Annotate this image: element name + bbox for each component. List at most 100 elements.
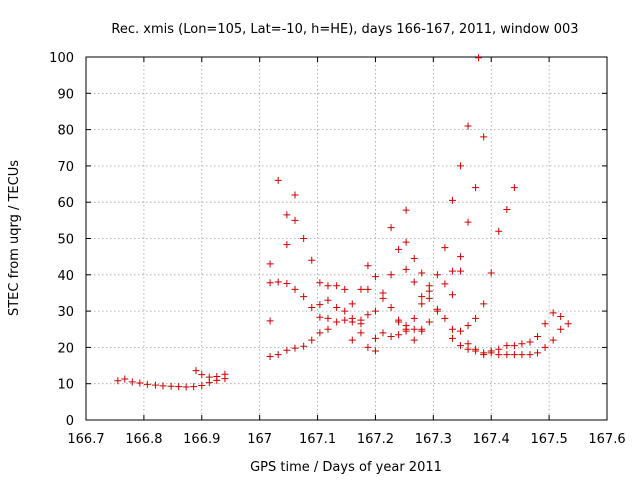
data-point (441, 314, 449, 322)
data-point (291, 191, 299, 199)
data-point (341, 285, 349, 293)
data-point (410, 314, 418, 322)
data-point (324, 282, 332, 290)
data-point (433, 271, 441, 279)
data-point (274, 176, 282, 184)
data-point (371, 307, 379, 315)
data-point (205, 373, 213, 381)
data-point (324, 296, 332, 304)
data-point (198, 382, 206, 390)
x-tick-label: 167.4 (473, 432, 510, 447)
data-point (387, 303, 395, 311)
data-point (283, 241, 291, 249)
data-point (395, 331, 403, 339)
data-point (341, 316, 349, 324)
data-point (557, 325, 565, 333)
data-point (425, 294, 433, 302)
data-point (518, 351, 526, 359)
chart-title: Rec. xmis (Lon=105, Lat=-10, h=HE), days… (111, 22, 578, 37)
data-point (357, 329, 365, 337)
data-point (402, 265, 410, 273)
data-point (333, 282, 341, 290)
y-tick-label: 90 (57, 87, 74, 102)
data-point (487, 269, 495, 277)
data-point (136, 379, 144, 387)
data-point (283, 211, 291, 219)
data-point (557, 313, 565, 321)
data-point (457, 162, 465, 170)
data-point (510, 351, 518, 359)
x-tick-label: 166.8 (125, 432, 162, 447)
data-point (418, 325, 426, 333)
y-tick-label: 70 (57, 160, 74, 175)
data-point (534, 333, 542, 341)
data-point (300, 293, 308, 301)
y-tick-label: 100 (49, 51, 74, 66)
data-point (418, 293, 426, 301)
data-point (348, 300, 356, 308)
data-point (316, 329, 324, 337)
data-point (534, 349, 542, 357)
data-point (266, 317, 274, 325)
data-point (441, 244, 449, 252)
data-point (474, 54, 482, 62)
data-point (213, 372, 221, 380)
data-point (503, 205, 511, 213)
data-point (503, 342, 511, 350)
data-point (379, 329, 387, 337)
x-tick-label: 166.9 (183, 432, 220, 447)
data-point (308, 256, 316, 264)
data-point (283, 346, 291, 354)
y-tick-label: 80 (57, 124, 74, 139)
x-tick-label: 166.7 (67, 432, 104, 447)
data-point (510, 342, 518, 350)
data-point (151, 381, 159, 389)
data-point (464, 322, 472, 330)
data-point (291, 285, 299, 293)
data-point (472, 345, 480, 353)
data-point (433, 305, 441, 313)
data-point (387, 333, 395, 341)
y-tick-label: 50 (57, 233, 74, 248)
data-point (114, 377, 122, 385)
data-point (324, 325, 332, 333)
data-point (549, 309, 557, 317)
data-point (448, 291, 456, 299)
data-point (182, 383, 190, 391)
data-point (364, 343, 372, 351)
data-point (364, 311, 372, 319)
y-axis-title: STEC from uqrg / TECUs (7, 160, 22, 316)
data-point (274, 351, 282, 359)
grid (86, 57, 607, 420)
data-point (348, 318, 356, 326)
data-point (518, 340, 526, 348)
data-point (480, 133, 488, 141)
data-point (143, 380, 151, 388)
data-point (495, 345, 503, 353)
data-point (333, 303, 341, 311)
data-point (371, 334, 379, 342)
data-point (448, 267, 456, 275)
data-point (300, 235, 308, 242)
data-point (495, 227, 503, 235)
data-point (395, 318, 403, 326)
data-point (291, 216, 299, 224)
data-point (410, 336, 418, 344)
data-point (487, 347, 495, 355)
data-point (425, 282, 433, 290)
data-point (324, 314, 332, 322)
data-point (441, 280, 449, 288)
data-point (167, 382, 175, 390)
data-point (308, 336, 316, 344)
x-tick-label: 167.3 (415, 432, 452, 447)
data-point (541, 343, 549, 351)
y-tick-label: 40 (57, 269, 74, 284)
x-tick-label: 167.5 (531, 432, 568, 447)
data-points (114, 54, 572, 391)
data-point (402, 238, 410, 246)
data-point (371, 347, 379, 355)
data-point (526, 351, 534, 359)
data-point (221, 370, 229, 378)
data-point (198, 371, 206, 379)
data-point (159, 382, 167, 390)
